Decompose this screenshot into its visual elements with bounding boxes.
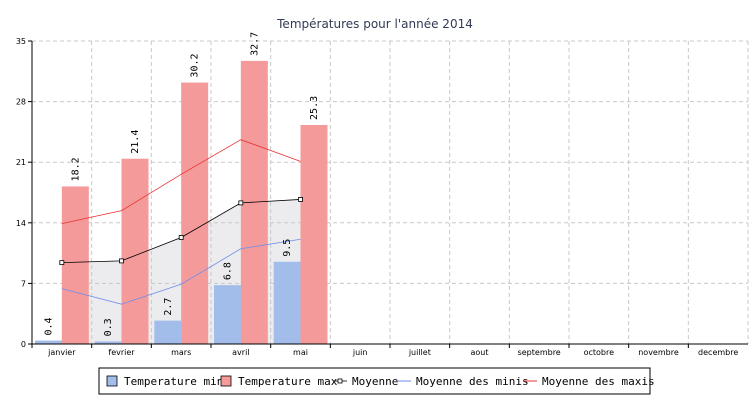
moyenne-marker: [119, 258, 124, 264]
x-tick-label: decembre: [698, 348, 738, 357]
y-tick-label: 0: [21, 340, 26, 349]
moyenne-marker: [238, 200, 244, 206]
line-moyenne-des-maxis: [61, 139, 301, 225]
legend-label: Moyenne des minis: [416, 375, 529, 388]
data-label-temperature-max: 25.3: [309, 96, 320, 120]
data-label-temperature-min: 0.4: [44, 317, 55, 335]
x-tick-label: avril: [232, 348, 249, 357]
bar-temperature-min: [214, 285, 241, 344]
x-tick-label: fevrier: [108, 348, 135, 357]
data-label-temperature-max: 21.4: [130, 130, 141, 154]
bar-temperature-min: [273, 261, 301, 344]
legend-label: Temperature min: [124, 375, 223, 388]
legend-label: Moyenne des maxis: [542, 375, 655, 388]
data-label-temperature-min: 6.8: [223, 262, 234, 280]
legend: Temperature min Temperature max Moyenne Moy…: [98, 367, 655, 395]
x-tick-label: juillet: [408, 348, 431, 357]
y-tick-label: 14: [16, 219, 26, 228]
bar-temperature-max: [121, 158, 149, 344]
y-tick-label: 7: [21, 279, 26, 288]
data-label-temperature-max: 32.7: [249, 32, 260, 56]
data-label-temperature-min: 2.7: [163, 298, 174, 316]
x-tick-label: juin: [352, 348, 368, 357]
data-labels: 0.4 18.2 0.3 21.4 2.7 30.2 6.8 32.7 9.5 25.3: [44, 32, 321, 337]
moyenne-marker: [59, 260, 65, 266]
y-tick-label: 21: [16, 158, 26, 167]
legend-label: Temperature max: [238, 375, 338, 388]
legend-swatch: [220, 375, 232, 387]
bar-temperature-min: [154, 320, 182, 344]
data-label-temperature-max: 18.2: [70, 157, 81, 181]
data-label-temperature-max: 30.2: [190, 53, 201, 77]
bar-temperature-max: [61, 186, 89, 344]
axes: 0 7 14 21 28 35 janvier fevrier mars avril mai juin…: [16, 37, 748, 357]
x-tick-label: octobre: [584, 348, 615, 357]
x-tick-label: mai: [293, 348, 308, 357]
data-label-temperature-min: 9.5: [282, 239, 293, 257]
line-moyenne-des-minis: [61, 238, 301, 305]
moyenne-marker: [298, 197, 303, 202]
bar-temperature-max: [300, 124, 328, 344]
x-tick-label: mars: [171, 348, 191, 357]
legend-swatch: [106, 375, 118, 387]
y-tick-label: 35: [16, 37, 26, 46]
legend-label: Moyenne: [352, 375, 398, 388]
x-tick-label: novembre: [638, 348, 679, 357]
x-tick-label: janvier: [47, 348, 76, 357]
bar-temperature-max: [181, 82, 209, 344]
chart-title: Températures pour l'année 2014: [276, 17, 473, 31]
x-tick-label: septembre: [518, 348, 561, 357]
bars: [35, 60, 328, 344]
bar-temperature-min: [94, 341, 122, 344]
y-tick-label: 28: [16, 98, 26, 107]
x-tick-label: aout: [470, 348, 488, 357]
lines: [59, 139, 303, 305]
legend-swatch-marker: [337, 378, 343, 384]
legend-box: [98, 367, 651, 395]
bar-temperature-min: [35, 340, 62, 344]
moyenne-marker: [178, 235, 184, 240]
data-label-temperature-min: 0.3: [103, 318, 114, 336]
